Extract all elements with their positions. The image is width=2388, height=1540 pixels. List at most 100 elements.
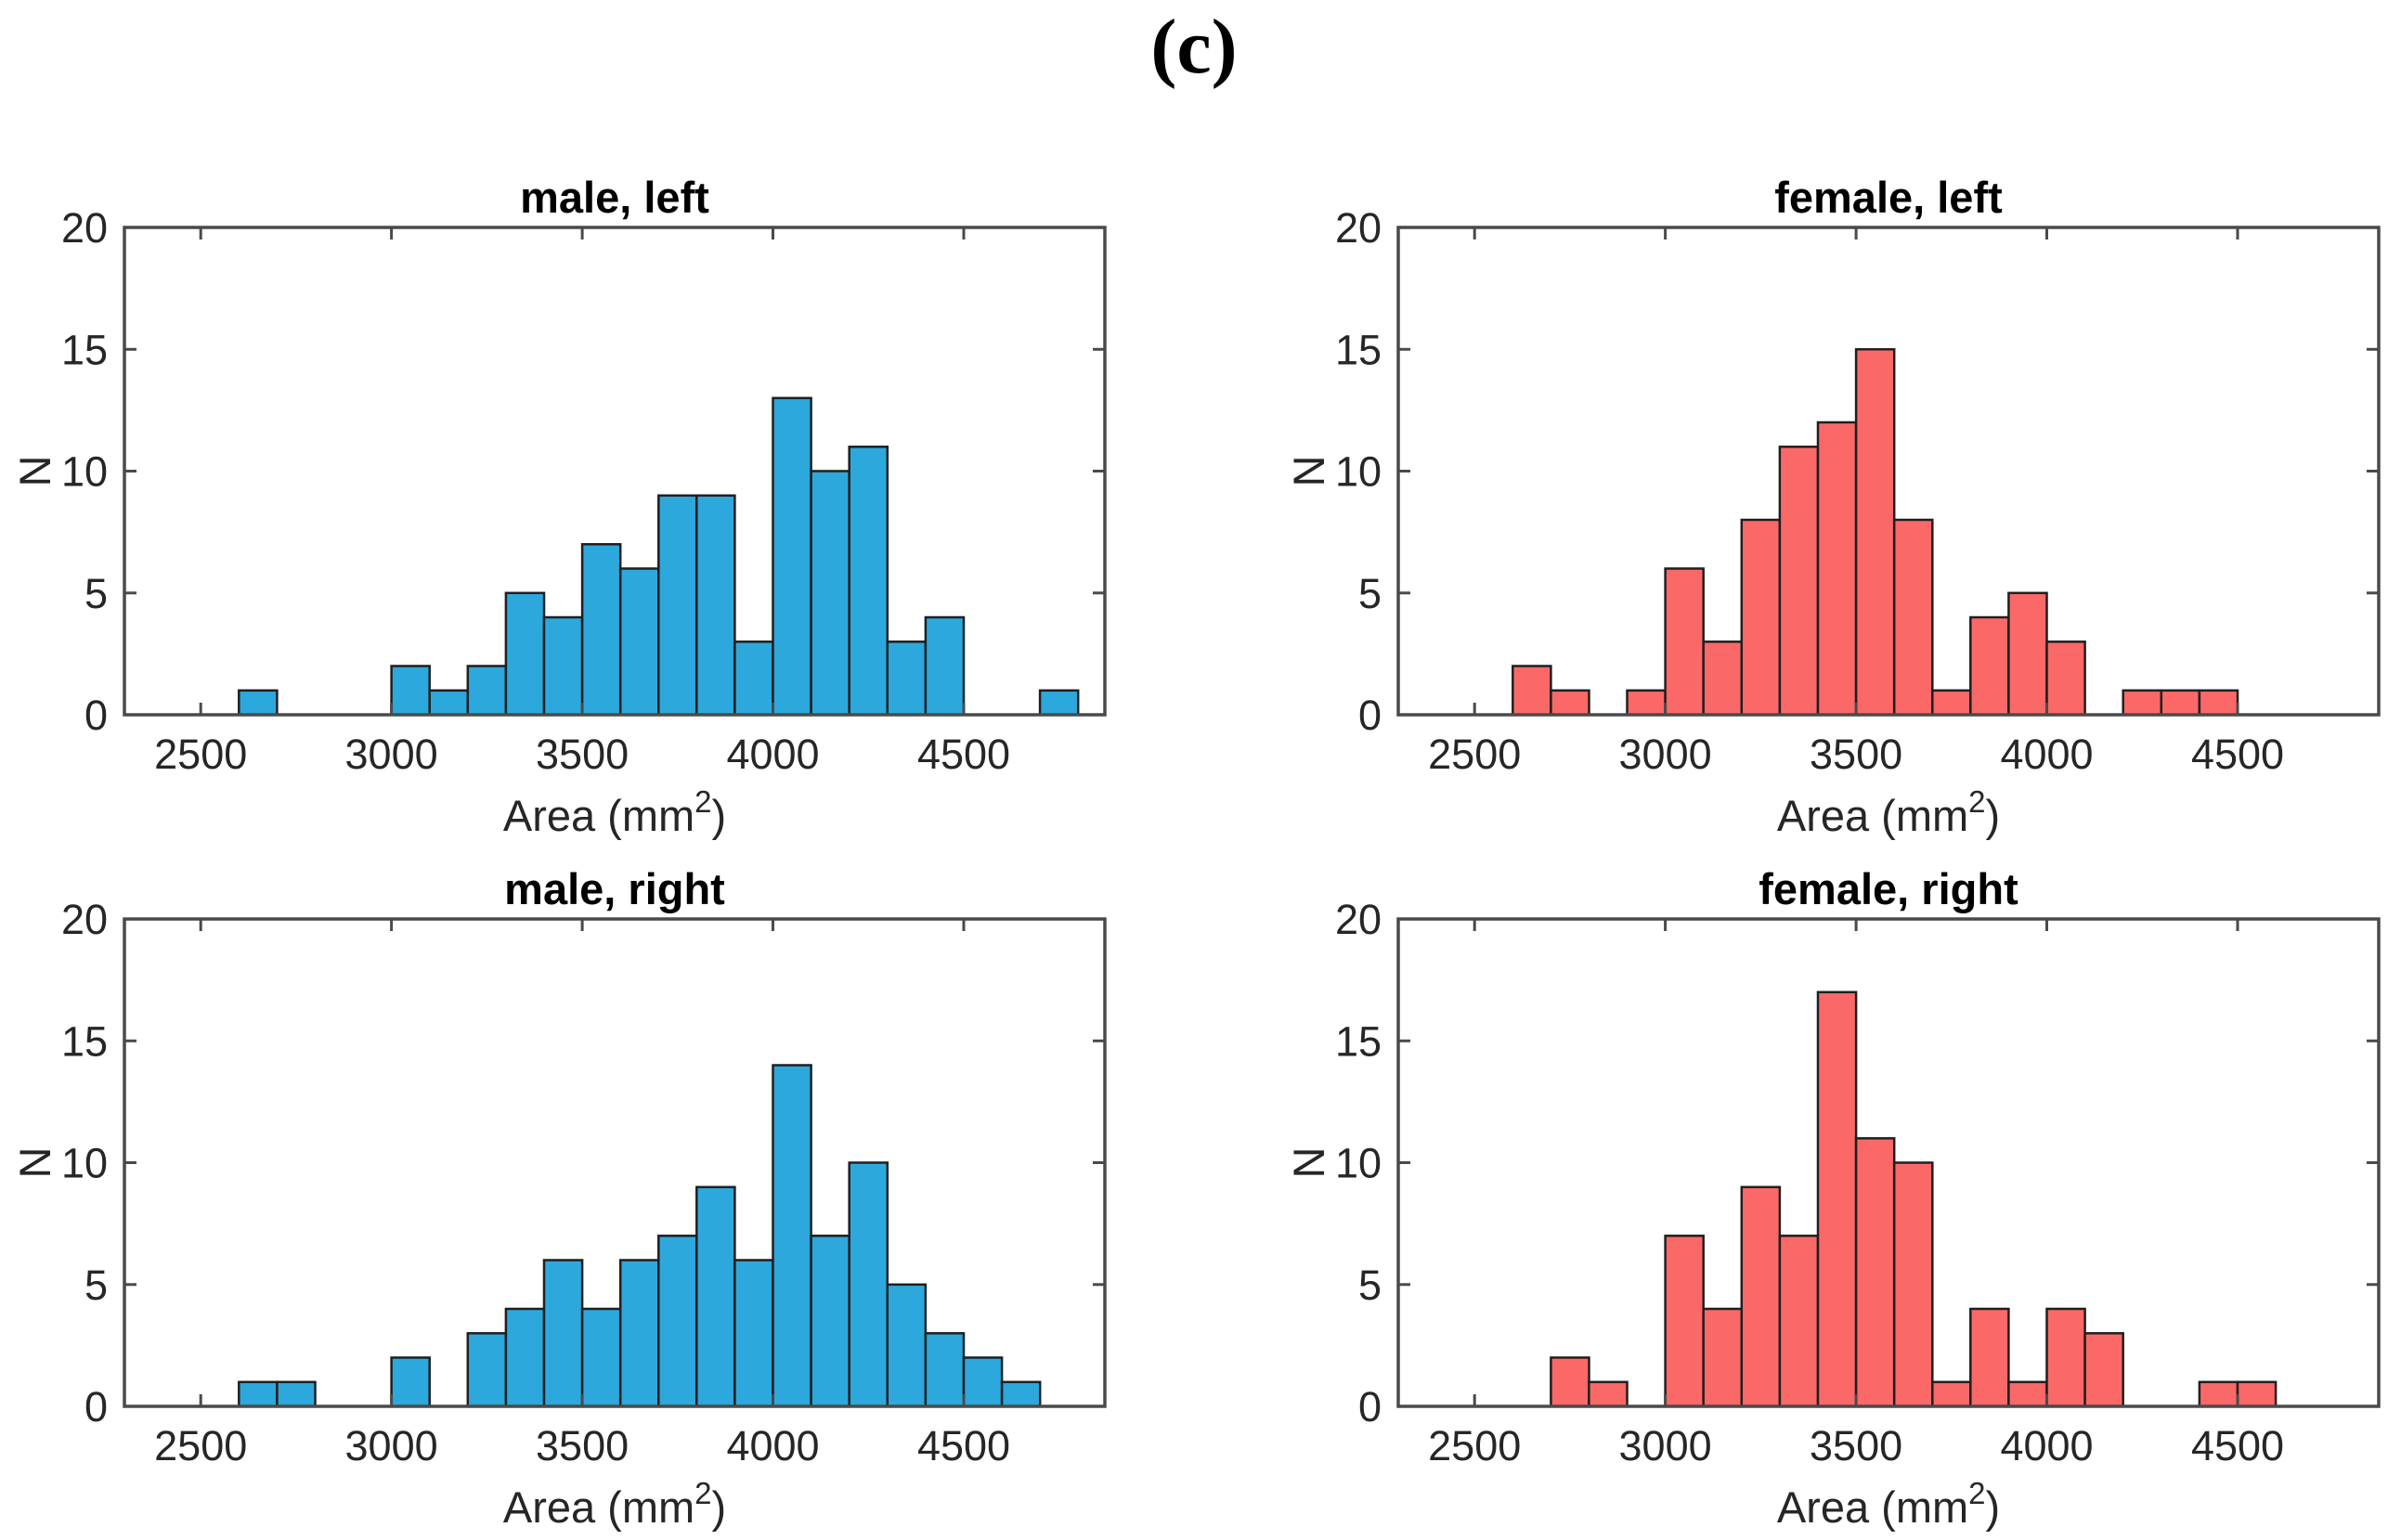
histogram-bar: [618, 567, 660, 717]
x-tick-label: 4500: [917, 1422, 1010, 1469]
y-tick-label: 5: [84, 1262, 108, 1309]
histogram-bar: [772, 396, 812, 717]
histogram-bar: [2045, 641, 2086, 717]
y-tick-label: 10: [61, 1140, 108, 1187]
panel-male-left: 2500 3000 3500 4000 4500 0 5 10 15 20 male, left Ar…: [10, 173, 1107, 840]
histogram-bar: [695, 1185, 736, 1408]
histogram-bar: [2083, 1332, 2124, 1408]
histogram-bar: [1778, 1235, 1820, 1408]
y-tick-label: 10: [1335, 448, 1382, 496]
y-axis-label: N: [1284, 1147, 1333, 1179]
histogram-bar: [1740, 518, 1782, 717]
y-tick-label: 10: [61, 448, 108, 496]
histogram-bar: [924, 1332, 966, 1408]
x-axis-label: Area (mm2): [1777, 1476, 2000, 1532]
histogram-bar: [618, 1259, 660, 1408]
histogram-bar: [504, 1307, 546, 1408]
histogram-bar: [1550, 1356, 1590, 1408]
histogram-bar: [733, 641, 774, 717]
x-tick-label: 3000: [345, 731, 438, 778]
y-axis-label: N: [10, 456, 59, 487]
x-tick-label: 3000: [345, 1422, 438, 1469]
histogram-bar: [1512, 665, 1552, 717]
histogram-bar: [2007, 591, 2048, 717]
x-tick-label: 3000: [1619, 731, 1712, 778]
y-tick-label: 0: [84, 1383, 108, 1430]
x-tick-label: 4000: [726, 1422, 819, 1469]
y-tick-label: 15: [61, 1017, 108, 1065]
histogram-bar: [1664, 567, 1705, 717]
histogram-bar: [1931, 689, 1972, 717]
histogram-bar: [542, 615, 584, 717]
x-tick-label: 2500: [154, 1422, 247, 1469]
histogram-bar: [848, 446, 889, 717]
histogram-bar: [810, 470, 850, 717]
histogram-bar: [1038, 689, 1080, 717]
x-tick-label: 4500: [2191, 731, 2284, 778]
y-tick-label: 0: [1358, 1383, 1382, 1430]
histogram-bar: [1000, 1380, 1042, 1408]
figure-label: (c): [1150, 4, 1238, 90]
histogram-bar: [848, 1161, 889, 1408]
histogram-bar: [1969, 615, 2010, 717]
y-tick-label: 20: [61, 204, 108, 252]
histogram-bar: [580, 543, 622, 717]
panel-title: female, left: [1774, 173, 2003, 222]
histogram-bar: [390, 665, 431, 717]
histogram-bar: [695, 494, 736, 717]
histogram-bar: [2045, 1307, 2086, 1408]
histogram-bar: [1778, 446, 1820, 717]
histogram-bar: [733, 1259, 774, 1408]
histogram-bar: [2122, 689, 2163, 717]
x-tick-label: 4000: [2000, 731, 2093, 778]
panel-title: female, right: [1759, 864, 2018, 913]
x-tick-label: 2500: [154, 731, 247, 778]
x-tick-label: 3000: [1619, 1422, 1712, 1469]
histogram-bar: [886, 641, 928, 717]
histogram-bar: [542, 1259, 584, 1408]
histogram-bar: [657, 1235, 698, 1408]
y-tick-label: 0: [1358, 692, 1382, 739]
x-tick-label: 4500: [2191, 1422, 2284, 1469]
histogram-bar: [2160, 689, 2201, 717]
x-tick-label: 4500: [917, 731, 1010, 778]
histogram-bar: [276, 1380, 317, 1408]
x-tick-label: 3500: [536, 1422, 629, 1469]
histogram-bar: [772, 1064, 812, 1408]
x-tick-label: 3500: [1810, 1422, 1902, 1469]
x-axis-label: Area (mm2): [503, 1476, 726, 1532]
histogram-bar: [810, 1235, 850, 1408]
y-axis-label: N: [10, 1147, 59, 1179]
histogram-bar: [886, 1283, 928, 1408]
histogram-bar: [466, 665, 508, 717]
y-tick-label: 10: [1335, 1140, 1382, 1187]
histogram-bar: [1626, 689, 1667, 717]
y-tick-label: 20: [1335, 896, 1382, 943]
y-tick-label: 15: [1335, 326, 1382, 373]
panel-female-left: 2500 3000 3500 4000 4500 0 5 10 15 20 female, left…: [1284, 173, 2381, 840]
x-tick-label: 3500: [536, 731, 629, 778]
y-tick-label: 5: [84, 570, 108, 617]
histogram-bar: [2236, 1380, 2278, 1408]
histogram-bar: [428, 689, 470, 717]
x-axis-label: Area (mm2): [1777, 784, 2000, 840]
histogram-bar: [580, 1307, 622, 1408]
panel-title: male, left: [520, 173, 709, 222]
histogram-bar: [238, 689, 279, 717]
histogram-bar: [466, 1332, 508, 1408]
histogram-bar: [1892, 1161, 1934, 1408]
histogram-bar: [2007, 1380, 2048, 1408]
x-tick-label: 4000: [726, 731, 819, 778]
histogram-bar: [2198, 1380, 2239, 1408]
histogram-bar: [962, 1356, 1004, 1408]
histogram-bar: [390, 1356, 431, 1408]
x-tick-label: 2500: [1428, 1422, 1521, 1469]
histogram-bar: [504, 591, 546, 717]
histogram-bar: [238, 1380, 279, 1408]
histogram-bar: [1740, 1185, 1782, 1408]
y-tick-label: 5: [1358, 570, 1382, 617]
histogram-bar: [924, 615, 966, 717]
y-tick-label: 20: [1335, 204, 1382, 252]
histogram-bar: [1931, 1380, 1972, 1408]
